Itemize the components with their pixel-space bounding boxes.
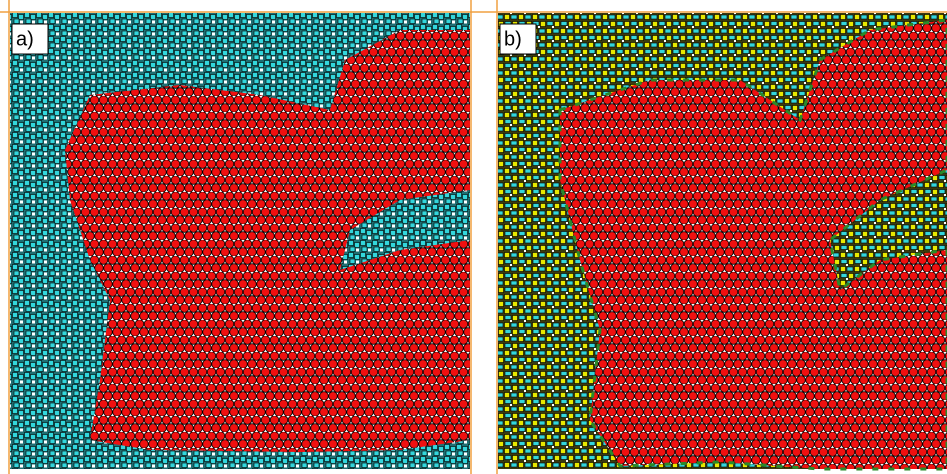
panel-a: a) (10, 13, 470, 469)
label-box (11, 23, 49, 55)
panel-label: a) (16, 28, 34, 50)
panel-label: b) (504, 28, 522, 50)
large-particle-domain (65, 30, 470, 452)
panel-b: b) (498, 13, 947, 471)
large-particle-domain (558, 18, 947, 471)
label-box (499, 23, 537, 55)
